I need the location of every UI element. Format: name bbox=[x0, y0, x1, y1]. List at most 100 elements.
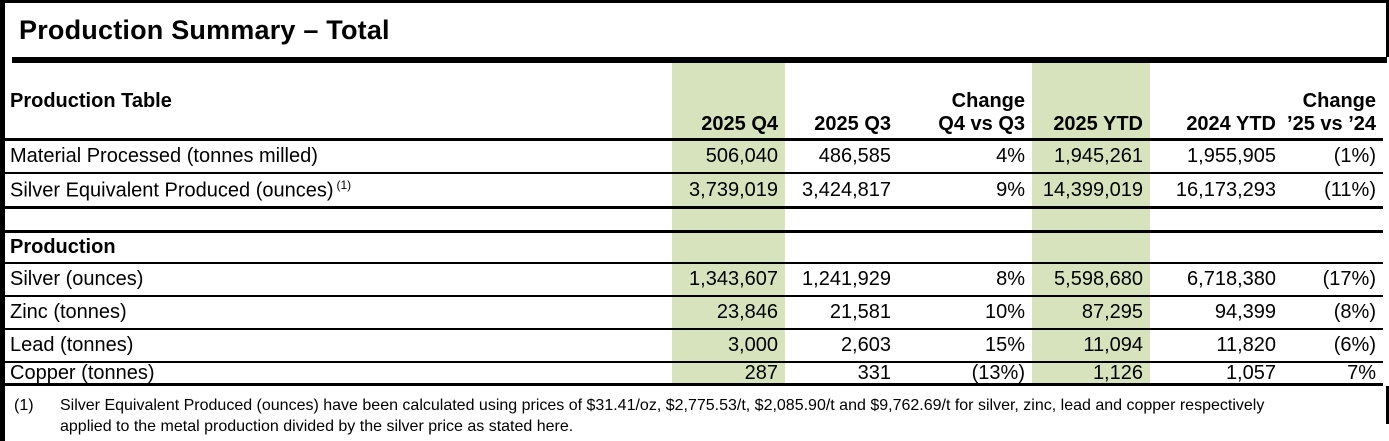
cell-2025-q3: 331 bbox=[857, 361, 891, 384]
cell-2024-ytd bbox=[1150, 209, 1283, 230]
header-line2: 2025 YTD bbox=[1053, 113, 1143, 135]
footnote: (1) Silver Equivalent Produced (ounces) … bbox=[5, 386, 1389, 441]
row-label-text: Silver Equivalent Produced (ounces) bbox=[10, 179, 334, 202]
footnote-reference: (1) bbox=[336, 177, 352, 192]
header-line2: 2025 Q4 bbox=[701, 113, 778, 135]
title-bar: Production Summary – Total bbox=[5, 3, 1389, 57]
cell-2025-q4 bbox=[672, 233, 785, 262]
row-label: Zinc (tonnes) bbox=[10, 301, 127, 323]
header-line1 bbox=[1150, 90, 1276, 113]
cell-2024-ytd: 1,955,905 bbox=[1187, 145, 1276, 167]
cell-2024-ytd: 1,057 bbox=[1225, 361, 1276, 384]
footnote-text: Silver Equivalent Produced (ounces) have… bbox=[60, 395, 1379, 437]
cell-change-q4-vs-q3: 9% bbox=[996, 178, 1025, 201]
cell-2025-q4 bbox=[672, 209, 785, 230]
cell-change-25-vs-24: (17%) bbox=[1322, 268, 1376, 290]
cell-2025-q3: 1,241,929 bbox=[802, 268, 891, 290]
cell-2025-q3: 2,603 bbox=[840, 334, 891, 356]
header-line1: Change bbox=[1302, 90, 1376, 112]
cell-2024-ytd: 6,718,380 bbox=[1187, 268, 1276, 290]
cell-2025-ytd: 1,945,261 bbox=[1032, 141, 1150, 172]
header-label: Production Table bbox=[10, 90, 172, 112]
footnote-right-border bbox=[1386, 386, 1389, 424]
cell-2025-ytd: 5,598,680 bbox=[1032, 264, 1150, 295]
header-2025-ytd: 2025 YTD bbox=[1032, 63, 1150, 138]
cell-change-q4-vs-q3 bbox=[898, 233, 1032, 262]
header-2024-ytd: 2024 YTD bbox=[1150, 63, 1283, 138]
cell-change-25-vs-24 bbox=[1283, 233, 1383, 262]
cell-change-q4-vs-q3: 15% bbox=[984, 334, 1025, 356]
cell-2025-q4: 506,040 bbox=[672, 141, 785, 172]
table-row-material-processed: Material Processed (tonnes milled) 506,0… bbox=[5, 141, 1383, 174]
header-line1 bbox=[1032, 90, 1143, 113]
cell-change-q4-vs-q3: 4% bbox=[996, 145, 1025, 167]
header-change-25-vs-24: Change ’25 vs ’24 bbox=[1283, 63, 1383, 138]
footnote-line-2: applied to the metal production divided … bbox=[60, 418, 574, 435]
header-line2: 2024 YTD bbox=[1186, 113, 1276, 135]
cell-2025-ytd: 1,126 bbox=[1032, 362, 1150, 384]
table-header-row: Production Table 2025 Q4 2025 Q3 Change … bbox=[5, 63, 1383, 141]
cell-change-25-vs-24: 7% bbox=[1347, 361, 1376, 384]
cell-change-25-vs-24 bbox=[1283, 209, 1383, 230]
table-row-lead: Lead (tonnes) 3,000 2,603 15% 11,094 11,… bbox=[5, 330, 1383, 363]
row-label: Lead (tonnes) bbox=[10, 334, 134, 356]
cell-change-q4-vs-q3: 10% bbox=[984, 301, 1025, 323]
header-line2: ’25 vs ’24 bbox=[1287, 113, 1376, 135]
header-line2: Q4 vs Q3 bbox=[938, 113, 1025, 135]
header-line1: Change bbox=[951, 90, 1025, 112]
footnote-line-1: Silver Equivalent Produced (ounces) have… bbox=[60, 397, 1265, 414]
page-title: Production Summary – Total bbox=[19, 14, 390, 45]
cell-2025-ytd: 11,094 bbox=[1032, 330, 1150, 361]
table-row-silver: Silver (ounces) 1,343,607 1,241,929 8% 5… bbox=[5, 264, 1383, 297]
cell-2024-ytd: 16,173,293 bbox=[1175, 178, 1276, 201]
footnote-marker: (1) bbox=[14, 397, 34, 414]
cell-2024-ytd: 94,399 bbox=[1214, 301, 1276, 323]
table-row-copper: Copper (tonnes) 287 331 (13%) 1,126 1,05… bbox=[5, 361, 1383, 386]
cell-2025-ytd bbox=[1032, 209, 1150, 230]
row-label: Silver (ounces) bbox=[10, 268, 144, 290]
row-label: Material Processed (tonnes milled) bbox=[5, 141, 672, 172]
cell-2025-q4: 3,000 bbox=[672, 330, 785, 361]
header-change-q4-vs-q3: Change Q4 vs Q3 bbox=[898, 63, 1032, 138]
cell-change-25-vs-24: (8%) bbox=[1333, 301, 1376, 323]
cell-2025-q4: 3,739,019 bbox=[672, 174, 785, 206]
cell-change-25-vs-24: (1%) bbox=[1333, 145, 1376, 167]
header-2025-q3: 2025 Q3 bbox=[785, 63, 898, 138]
header-line2: 2025 Q3 bbox=[814, 113, 891, 135]
cell-2024-ytd bbox=[1150, 233, 1283, 262]
table-row-spacer bbox=[5, 209, 1383, 233]
cell-2025-q3 bbox=[785, 233, 898, 262]
header-line1 bbox=[785, 90, 891, 113]
cell-2025-q3: 21,581 bbox=[829, 301, 891, 323]
title-divider bbox=[12, 57, 1387, 63]
cell-2025-ytd bbox=[1032, 233, 1150, 262]
row-label: Copper (tonnes) bbox=[10, 361, 155, 384]
cell-change-q4-vs-q3: (13%) bbox=[971, 361, 1025, 384]
cell-2025-q3 bbox=[785, 209, 898, 230]
production-table: Production Table 2025 Q4 2025 Q3 Change … bbox=[5, 63, 1383, 386]
cell-2025-q4: 23,846 bbox=[672, 297, 785, 328]
cell-2025-q4: 1,343,607 bbox=[672, 264, 785, 295]
header-line1 bbox=[672, 90, 778, 113]
cell-change-q4-vs-q3 bbox=[898, 209, 1032, 230]
cell-2025-q3: 486,585 bbox=[818, 145, 891, 167]
table-row-production-section: Production bbox=[5, 233, 1383, 264]
cell-change-q4-vs-q3: 8% bbox=[996, 268, 1025, 290]
cell-2025-ytd: 87,295 bbox=[1032, 297, 1150, 328]
row-label: Silver Equivalent Produced (ounces) (1) bbox=[5, 174, 672, 206]
cell-2025-q4: 287 bbox=[672, 362, 785, 384]
row-label-text: Material Processed (tonnes milled) bbox=[10, 145, 318, 167]
section-header-label: Production bbox=[10, 236, 116, 258]
header-2025-q4: 2025 Q4 bbox=[672, 63, 785, 138]
cell-2025-q3: 3,424,817 bbox=[802, 178, 891, 201]
row-label bbox=[5, 209, 672, 230]
table-row-silver-equivalent: Silver Equivalent Produced (ounces) (1) 3… bbox=[5, 174, 1383, 209]
header-label-spacer bbox=[10, 113, 672, 136]
cell-change-25-vs-24: (11%) bbox=[1324, 178, 1376, 201]
header-production-table: Production Table bbox=[5, 63, 672, 138]
table-row-zinc: Zinc (tonnes) 23,846 21,581 10% 87,295 9… bbox=[5, 297, 1383, 330]
cell-change-25-vs-24: (6%) bbox=[1333, 334, 1376, 356]
cell-2025-ytd: 14,399,019 bbox=[1032, 174, 1150, 206]
cell-2024-ytd: 11,820 bbox=[1216, 334, 1276, 356]
